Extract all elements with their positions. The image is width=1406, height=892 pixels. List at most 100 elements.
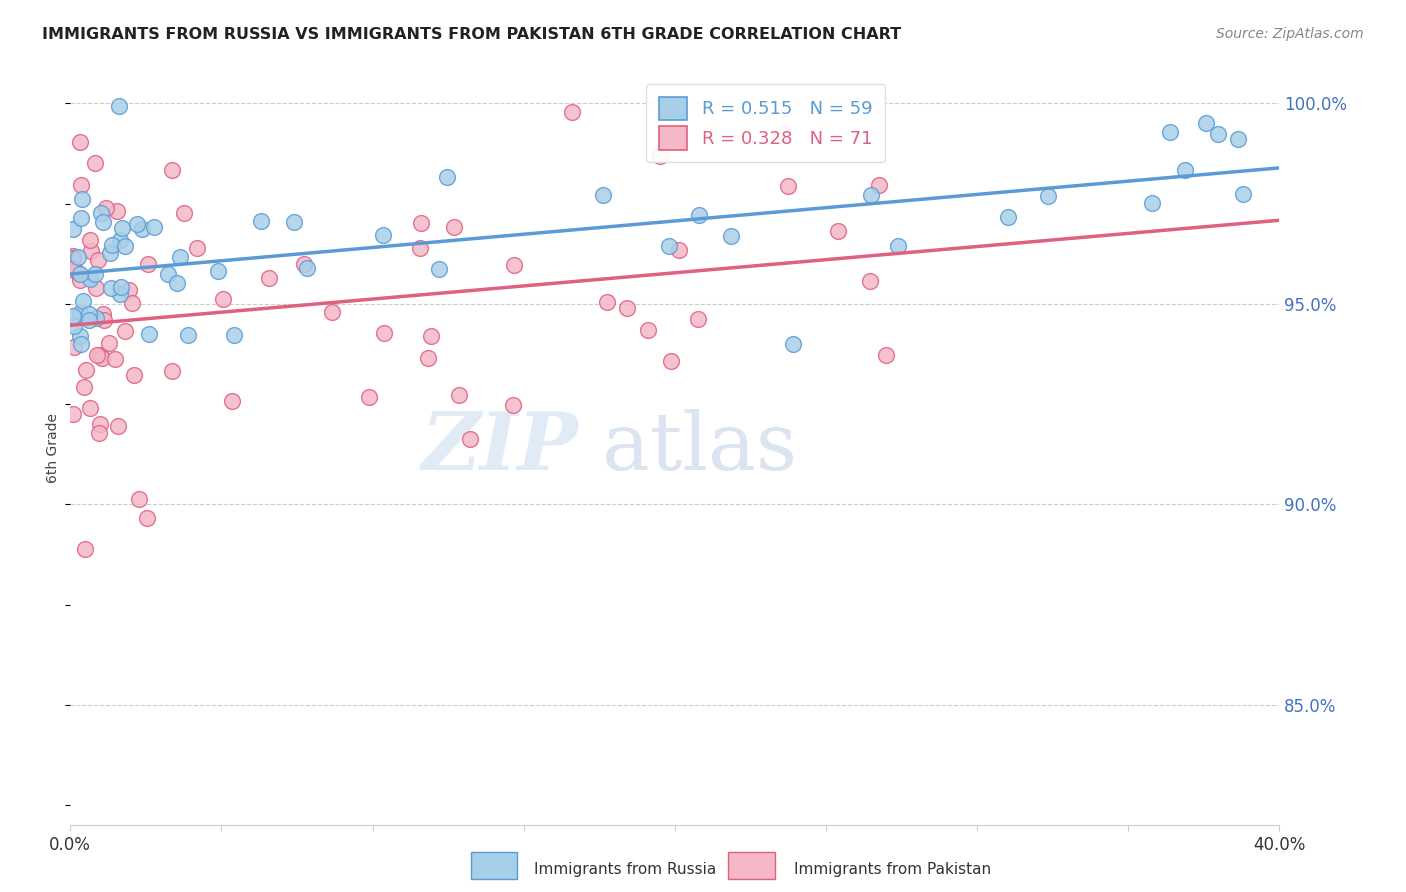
Point xyxy=(91,307,114,321)
Point xyxy=(160,163,183,178)
Point xyxy=(84,311,107,326)
Point xyxy=(69,267,91,281)
Point xyxy=(658,239,681,253)
Point xyxy=(868,178,890,193)
Point xyxy=(79,244,101,258)
Point xyxy=(77,307,100,321)
Point xyxy=(222,328,245,343)
Point xyxy=(207,263,229,277)
Point xyxy=(212,292,235,306)
Point xyxy=(782,337,804,351)
Point xyxy=(1226,131,1249,145)
Point xyxy=(373,326,395,341)
Point xyxy=(648,148,671,162)
Point xyxy=(93,215,115,229)
Point xyxy=(62,251,84,265)
Point xyxy=(138,257,160,271)
Point xyxy=(592,188,614,202)
Point xyxy=(73,541,96,556)
Point xyxy=(321,304,343,318)
Point xyxy=(70,336,93,351)
Point xyxy=(96,201,118,215)
Point xyxy=(111,220,134,235)
Point xyxy=(84,281,107,295)
Point xyxy=(62,249,84,263)
Text: Source: ZipAtlas.com: Source: ZipAtlas.com xyxy=(1216,27,1364,41)
Point xyxy=(70,211,93,225)
Point xyxy=(1036,189,1059,203)
Point xyxy=(65,264,87,278)
Point xyxy=(98,335,121,350)
FancyBboxPatch shape xyxy=(728,852,775,879)
Point xyxy=(186,242,208,256)
Point xyxy=(93,313,115,327)
Point xyxy=(100,281,122,295)
Point xyxy=(69,306,91,320)
Point xyxy=(72,293,94,308)
Point xyxy=(72,192,94,206)
Point xyxy=(118,284,141,298)
Point xyxy=(143,220,166,235)
FancyBboxPatch shape xyxy=(471,852,517,879)
Point xyxy=(427,262,450,277)
Point xyxy=(420,329,443,343)
Point xyxy=(221,394,243,409)
Point xyxy=(173,206,195,220)
Legend: R = 0.515   N = 59, R = 0.328   N = 71: R = 0.515 N = 59, R = 0.328 N = 71 xyxy=(645,84,886,162)
Point xyxy=(62,340,84,354)
Point xyxy=(827,224,849,238)
Point xyxy=(886,239,908,253)
Point xyxy=(169,250,191,264)
Point xyxy=(503,258,526,272)
Point xyxy=(75,363,97,377)
Point xyxy=(720,228,742,243)
Point xyxy=(98,245,121,260)
Point xyxy=(156,268,179,282)
Point xyxy=(659,354,682,368)
Point xyxy=(250,214,273,228)
Point xyxy=(105,203,128,218)
Text: ZIP: ZIP xyxy=(422,409,578,487)
Point xyxy=(127,217,149,231)
Point xyxy=(69,329,91,343)
Point xyxy=(357,390,380,404)
Point xyxy=(686,311,709,326)
Point xyxy=(110,233,132,247)
Point xyxy=(62,262,84,277)
Point xyxy=(292,257,315,271)
Point xyxy=(1174,162,1197,177)
Point xyxy=(772,126,794,140)
Point xyxy=(688,208,710,222)
Point xyxy=(62,309,84,323)
Point xyxy=(121,295,143,310)
Point xyxy=(778,178,800,193)
Point xyxy=(101,237,124,252)
Point xyxy=(62,221,84,235)
Point xyxy=(138,326,160,341)
Point xyxy=(859,274,882,288)
Point xyxy=(114,239,136,253)
Point xyxy=(1159,125,1181,139)
Point xyxy=(89,348,111,362)
Point xyxy=(416,351,439,366)
Point xyxy=(283,215,305,229)
Point xyxy=(177,327,200,342)
Point xyxy=(436,169,458,184)
Point xyxy=(79,234,101,248)
Point xyxy=(409,241,432,255)
Point xyxy=(79,272,101,286)
Point xyxy=(67,250,90,264)
Point xyxy=(875,348,898,362)
Point xyxy=(166,276,188,290)
Point xyxy=(108,99,131,113)
Point xyxy=(87,425,110,440)
Point xyxy=(69,135,91,149)
Point xyxy=(104,352,127,367)
Point xyxy=(84,267,107,281)
Text: atlas: atlas xyxy=(602,409,797,487)
Point xyxy=(79,401,101,416)
Point xyxy=(114,324,136,338)
Point xyxy=(596,294,619,309)
Point xyxy=(136,511,159,525)
Text: Immigrants from Russia: Immigrants from Russia xyxy=(534,863,717,877)
